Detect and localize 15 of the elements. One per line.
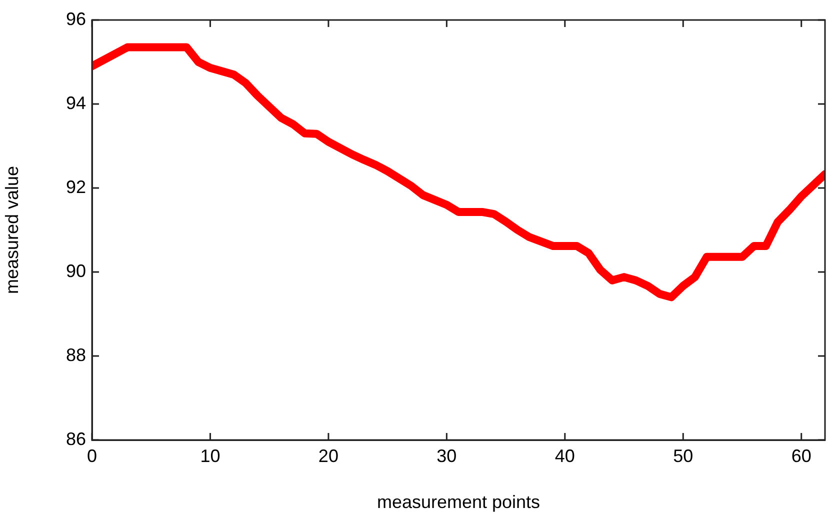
y-tick-label: 86 [66, 428, 86, 449]
y-tick-label: 88 [66, 344, 86, 365]
y-tick-label: 92 [66, 176, 86, 197]
x-tick-label: 50 [673, 446, 694, 466]
x-tick-label: 40 [554, 446, 575, 466]
y-tick-label: 94 [66, 92, 86, 113]
x-tick-label: 0 [86, 446, 98, 466]
y-tick-label: 90 [66, 260, 86, 281]
y-axis-title: measured value [2, 166, 22, 294]
x-tick-label: 60 [791, 446, 812, 466]
x-axis-title: measurement points [376, 492, 540, 512]
x-tick-label: 30 [436, 446, 457, 466]
y-tick-label: 96 [66, 8, 86, 29]
x-tick-label: 10 [200, 446, 220, 466]
x-tick-label: 20 [318, 446, 338, 466]
